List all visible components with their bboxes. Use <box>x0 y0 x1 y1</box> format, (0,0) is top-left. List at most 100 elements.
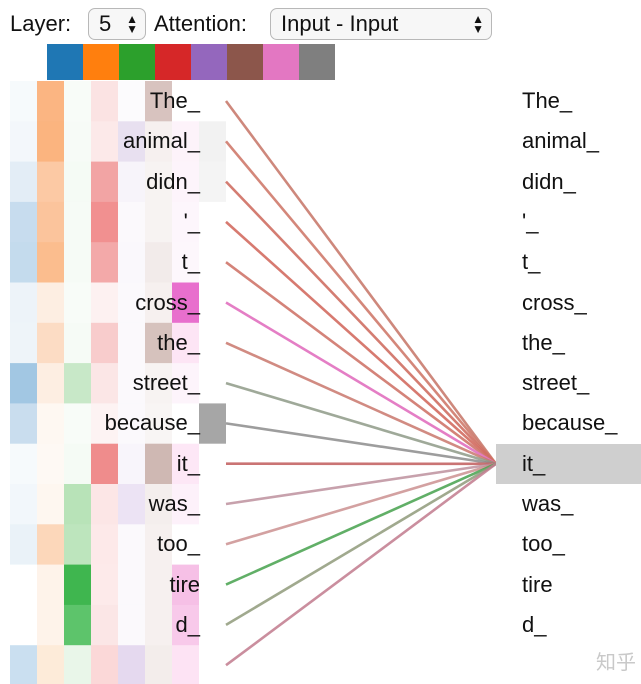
heatmap-cell <box>10 645 37 684</box>
heatmap-cell <box>118 564 145 606</box>
heatmap-cell <box>37 604 64 646</box>
heatmap-cell <box>172 604 199 646</box>
heatmap-cell <box>64 484 91 525</box>
heatmap-cell <box>118 443 145 485</box>
heatmap-cell <box>10 524 37 566</box>
left-token[interactable]: tire <box>169 571 200 597</box>
head-swatch[interactable] <box>83 44 119 80</box>
heatmap-cell <box>37 403 64 445</box>
left-token[interactable]: t_ <box>181 249 200 275</box>
head-swatch[interactable] <box>119 44 155 80</box>
heatmap-cell <box>64 564 91 606</box>
heatmap-cell <box>199 363 226 404</box>
right-token[interactable]: tire <box>522 571 553 597</box>
heatmap-cell <box>91 363 118 404</box>
layer-select-value: 5 <box>99 11 112 36</box>
heatmap-cell <box>91 484 118 525</box>
left-token[interactable]: too_ <box>157 531 200 557</box>
attention-select[interactable]: Input - Input ▲ ▼ <box>270 8 492 40</box>
left-token[interactable]: the_ <box>157 329 200 355</box>
heatmap-cell <box>118 242 145 283</box>
attention-line <box>225 261 497 465</box>
heatmap-cell <box>172 645 199 684</box>
head-swatch[interactable] <box>155 44 191 80</box>
heatmap-cell <box>37 121 64 163</box>
head-swatch[interactable] <box>191 44 227 80</box>
head-swatch[interactable] <box>47 44 83 80</box>
right-token[interactable]: The_ <box>522 88 573 113</box>
right-token[interactable]: t_ <box>522 249 541 275</box>
left-token[interactable]: street_ <box>132 370 200 396</box>
heatmap-cell <box>172 363 199 404</box>
heatmap-cell <box>91 242 118 283</box>
heatmap-cell <box>199 161 226 203</box>
left-token[interactable]: didn_ <box>146 168 200 194</box>
right-token[interactable]: '_ <box>522 208 539 234</box>
heatmap-cell <box>199 81 226 122</box>
left-token[interactable]: '_ <box>183 208 200 234</box>
selected-token-highlight-right <box>496 443 641 484</box>
heatmap-cell <box>145 81 172 122</box>
heatmap-cell <box>37 484 64 525</box>
head-swatch[interactable] <box>263 44 299 80</box>
heatmap-cell <box>118 81 145 122</box>
select-arrows-icon: ▲ ▼ <box>472 12 484 36</box>
attention-line <box>225 462 497 627</box>
right-token[interactable]: d_ <box>522 611 547 637</box>
heatmap-cell <box>145 322 172 364</box>
heatmap-cell <box>10 121 37 163</box>
left-token[interactable]: it_ <box>176 450 200 476</box>
head-swatch[interactable] <box>227 44 263 80</box>
heatmap-cell <box>172 201 199 243</box>
attention-line <box>225 341 497 466</box>
heatmap-cell <box>172 161 199 203</box>
right-token[interactable]: didn_ <box>522 168 576 194</box>
heatmap-cell <box>145 282 172 324</box>
heatmap-cell <box>64 161 91 203</box>
heatmap-cell <box>64 242 91 283</box>
heatmap-cell <box>64 524 91 566</box>
heatmap-cell <box>145 524 172 566</box>
right-token[interactable]: the_ <box>522 329 565 355</box>
left-token[interactable]: animal_ <box>122 128 200 154</box>
heatmap-cell <box>10 201 37 243</box>
left-token[interactable]: cross_ <box>135 289 200 315</box>
right-token[interactable]: cross_ <box>522 289 587 315</box>
heatmap-cell <box>118 604 145 646</box>
heatmap-cell <box>91 322 118 364</box>
right-token[interactable]: street_ <box>522 370 590 396</box>
heatmap-cell <box>91 524 118 566</box>
heatmap-cell <box>145 645 172 684</box>
left-token[interactable]: was_ <box>148 491 200 516</box>
left-token[interactable]: d_ <box>175 611 200 637</box>
left-token[interactable]: because_ <box>104 410 200 436</box>
heatmap-cell <box>37 282 64 324</box>
attention-line <box>225 462 497 586</box>
right-token[interactable]: was_ <box>522 491 574 516</box>
right-token[interactable]: animal_ <box>522 128 600 154</box>
right-token[interactable]: it_ <box>522 450 546 476</box>
heatmap-cell <box>172 322 199 364</box>
layer-select[interactable]: 5 ▲ ▼ <box>88 8 146 40</box>
heatmap-cell <box>91 604 118 646</box>
heatmap-cell <box>145 564 172 606</box>
heatmap-cell <box>91 564 118 606</box>
watermark: 知乎 <box>596 652 636 674</box>
heatmap-cell <box>37 645 64 684</box>
heatmap-cell <box>145 201 172 243</box>
right-token[interactable]: too_ <box>522 531 565 557</box>
heatmap-cell <box>199 484 226 525</box>
attention-line <box>225 301 497 465</box>
left-token[interactable]: The_ <box>149 88 200 113</box>
heatmap-cell <box>64 322 91 364</box>
heatmap-cell <box>91 201 118 243</box>
heatmap-cell <box>199 201 226 243</box>
right-token[interactable]: because_ <box>522 410 618 436</box>
heatmap-cell <box>145 403 172 445</box>
head-swatch[interactable] <box>299 44 335 80</box>
heatmap-cell <box>91 282 118 324</box>
heatmap-cell <box>199 564 226 606</box>
heatmap-cell <box>10 403 37 445</box>
attention-line <box>225 140 497 465</box>
